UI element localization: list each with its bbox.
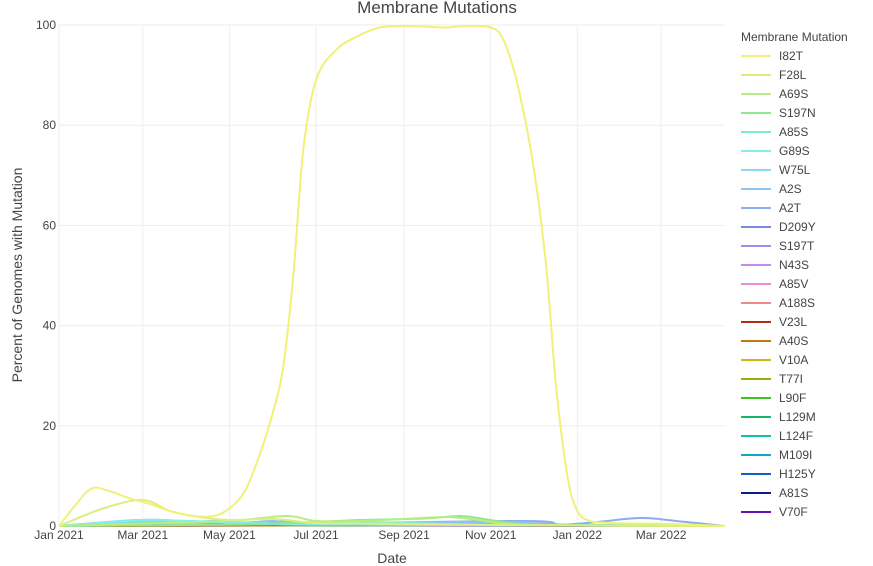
legend-label: A85S xyxy=(779,125,808,139)
legend-item[interactable]: A2S xyxy=(741,182,802,196)
x-tick-label: Jan 2021 xyxy=(34,528,84,542)
legend-item[interactable]: T77I xyxy=(741,372,803,386)
x-tick-label: Mar 2022 xyxy=(636,528,687,542)
legend-label: A81S xyxy=(779,486,808,500)
legend-label: S197N xyxy=(779,106,816,120)
x-tick-label: Sep 2021 xyxy=(378,528,430,542)
x-tick-label: May 2021 xyxy=(203,528,256,542)
legend-label: L90F xyxy=(779,391,806,405)
legend-item[interactable]: V23L xyxy=(741,315,807,329)
legend-label: W75L xyxy=(779,163,811,177)
legend-item[interactable]: A188S xyxy=(741,296,815,310)
y-tick-label: 0 xyxy=(49,519,56,533)
legend-item[interactable]: A2T xyxy=(741,201,802,215)
legend-item[interactable]: N43S xyxy=(741,258,809,272)
y-tick-label: 20 xyxy=(43,419,57,433)
legend-title: Membrane Mutation xyxy=(741,30,848,44)
legend-label: A40S xyxy=(779,334,808,348)
x-tick-label: Nov 2021 xyxy=(465,528,517,542)
legend-item[interactable]: D209Y xyxy=(741,220,816,234)
x-tick-label: Jul 2021 xyxy=(293,528,339,542)
legend-item[interactable]: S197N xyxy=(741,106,816,120)
y-tick-label: 40 xyxy=(43,319,57,333)
series-lines[interactable] xyxy=(59,24,725,527)
series-line-i82t[interactable] xyxy=(59,24,725,527)
legend[interactable]: Membrane Mutation I82T F28L A69S S197N A85S G… xyxy=(741,30,848,519)
legend-item[interactable]: M109I xyxy=(741,448,812,462)
legend-label: V23L xyxy=(779,315,807,329)
legend-item[interactable]: L90F xyxy=(741,391,806,405)
legend-item[interactable]: I82T xyxy=(741,49,804,63)
legend-label: H125Y xyxy=(779,467,816,481)
legend-label: F28L xyxy=(779,68,807,82)
legend-label: T77I xyxy=(779,372,803,386)
legend-item[interactable]: A81S xyxy=(741,486,808,500)
legend-item[interactable]: A85V xyxy=(741,277,808,291)
legend-item[interactable]: V70F xyxy=(741,505,808,519)
legend-label: L129M xyxy=(779,410,816,424)
y-tick-label: 60 xyxy=(43,218,57,232)
x-tick-label: Jan 2022 xyxy=(553,528,603,542)
legend-item[interactable]: G89S xyxy=(741,144,810,158)
y-axis-label: Percent of Genomes with Mutation xyxy=(9,168,25,383)
legend-label: N43S xyxy=(779,258,809,272)
legend-label: D209Y xyxy=(779,220,816,234)
legend-label: M109I xyxy=(779,448,812,462)
legend-label: A85V xyxy=(779,277,808,291)
legend-item[interactable]: L129M xyxy=(741,410,816,424)
legend-label: A2S xyxy=(779,182,802,196)
legend-label: V10A xyxy=(779,353,808,367)
series-line-f28l[interactable] xyxy=(59,498,725,527)
x-tick-label: Mar 2021 xyxy=(117,528,168,542)
y-axis: 0 20 40 60 80 100 xyxy=(36,18,56,533)
gridlines xyxy=(58,24,725,527)
legend-item[interactable]: A69S xyxy=(741,87,808,101)
legend-label: I82T xyxy=(779,49,804,63)
x-axis: Jan 2021 Mar 2021 May 2021 Jul 2021 Sep 2021… xyxy=(34,528,686,542)
legend-label: G89S xyxy=(779,144,810,158)
chart-title: Membrane Mutations xyxy=(357,0,517,17)
legend-label: V70F xyxy=(779,505,808,519)
legend-item[interactable]: L124F xyxy=(741,429,813,443)
y-tick-label: 100 xyxy=(36,18,56,32)
legend-label: L124F xyxy=(779,429,813,443)
legend-item[interactable]: W75L xyxy=(741,163,811,177)
legend-item[interactable]: F28L xyxy=(741,68,807,82)
x-axis-label: Date xyxy=(377,550,407,566)
legend-item[interactable]: A85S xyxy=(741,125,808,139)
legend-item[interactable]: S197T xyxy=(741,239,815,253)
legend-label: A188S xyxy=(779,296,815,310)
y-tick-label: 80 xyxy=(43,118,57,132)
legend-item[interactable]: V10A xyxy=(741,353,808,367)
legend-label: A2T xyxy=(779,201,802,215)
legend-label: S197T xyxy=(779,239,815,253)
legend-label: A69S xyxy=(779,87,808,101)
legend-item[interactable]: A40S xyxy=(741,334,808,348)
legend-item[interactable]: H125Y xyxy=(741,467,816,481)
